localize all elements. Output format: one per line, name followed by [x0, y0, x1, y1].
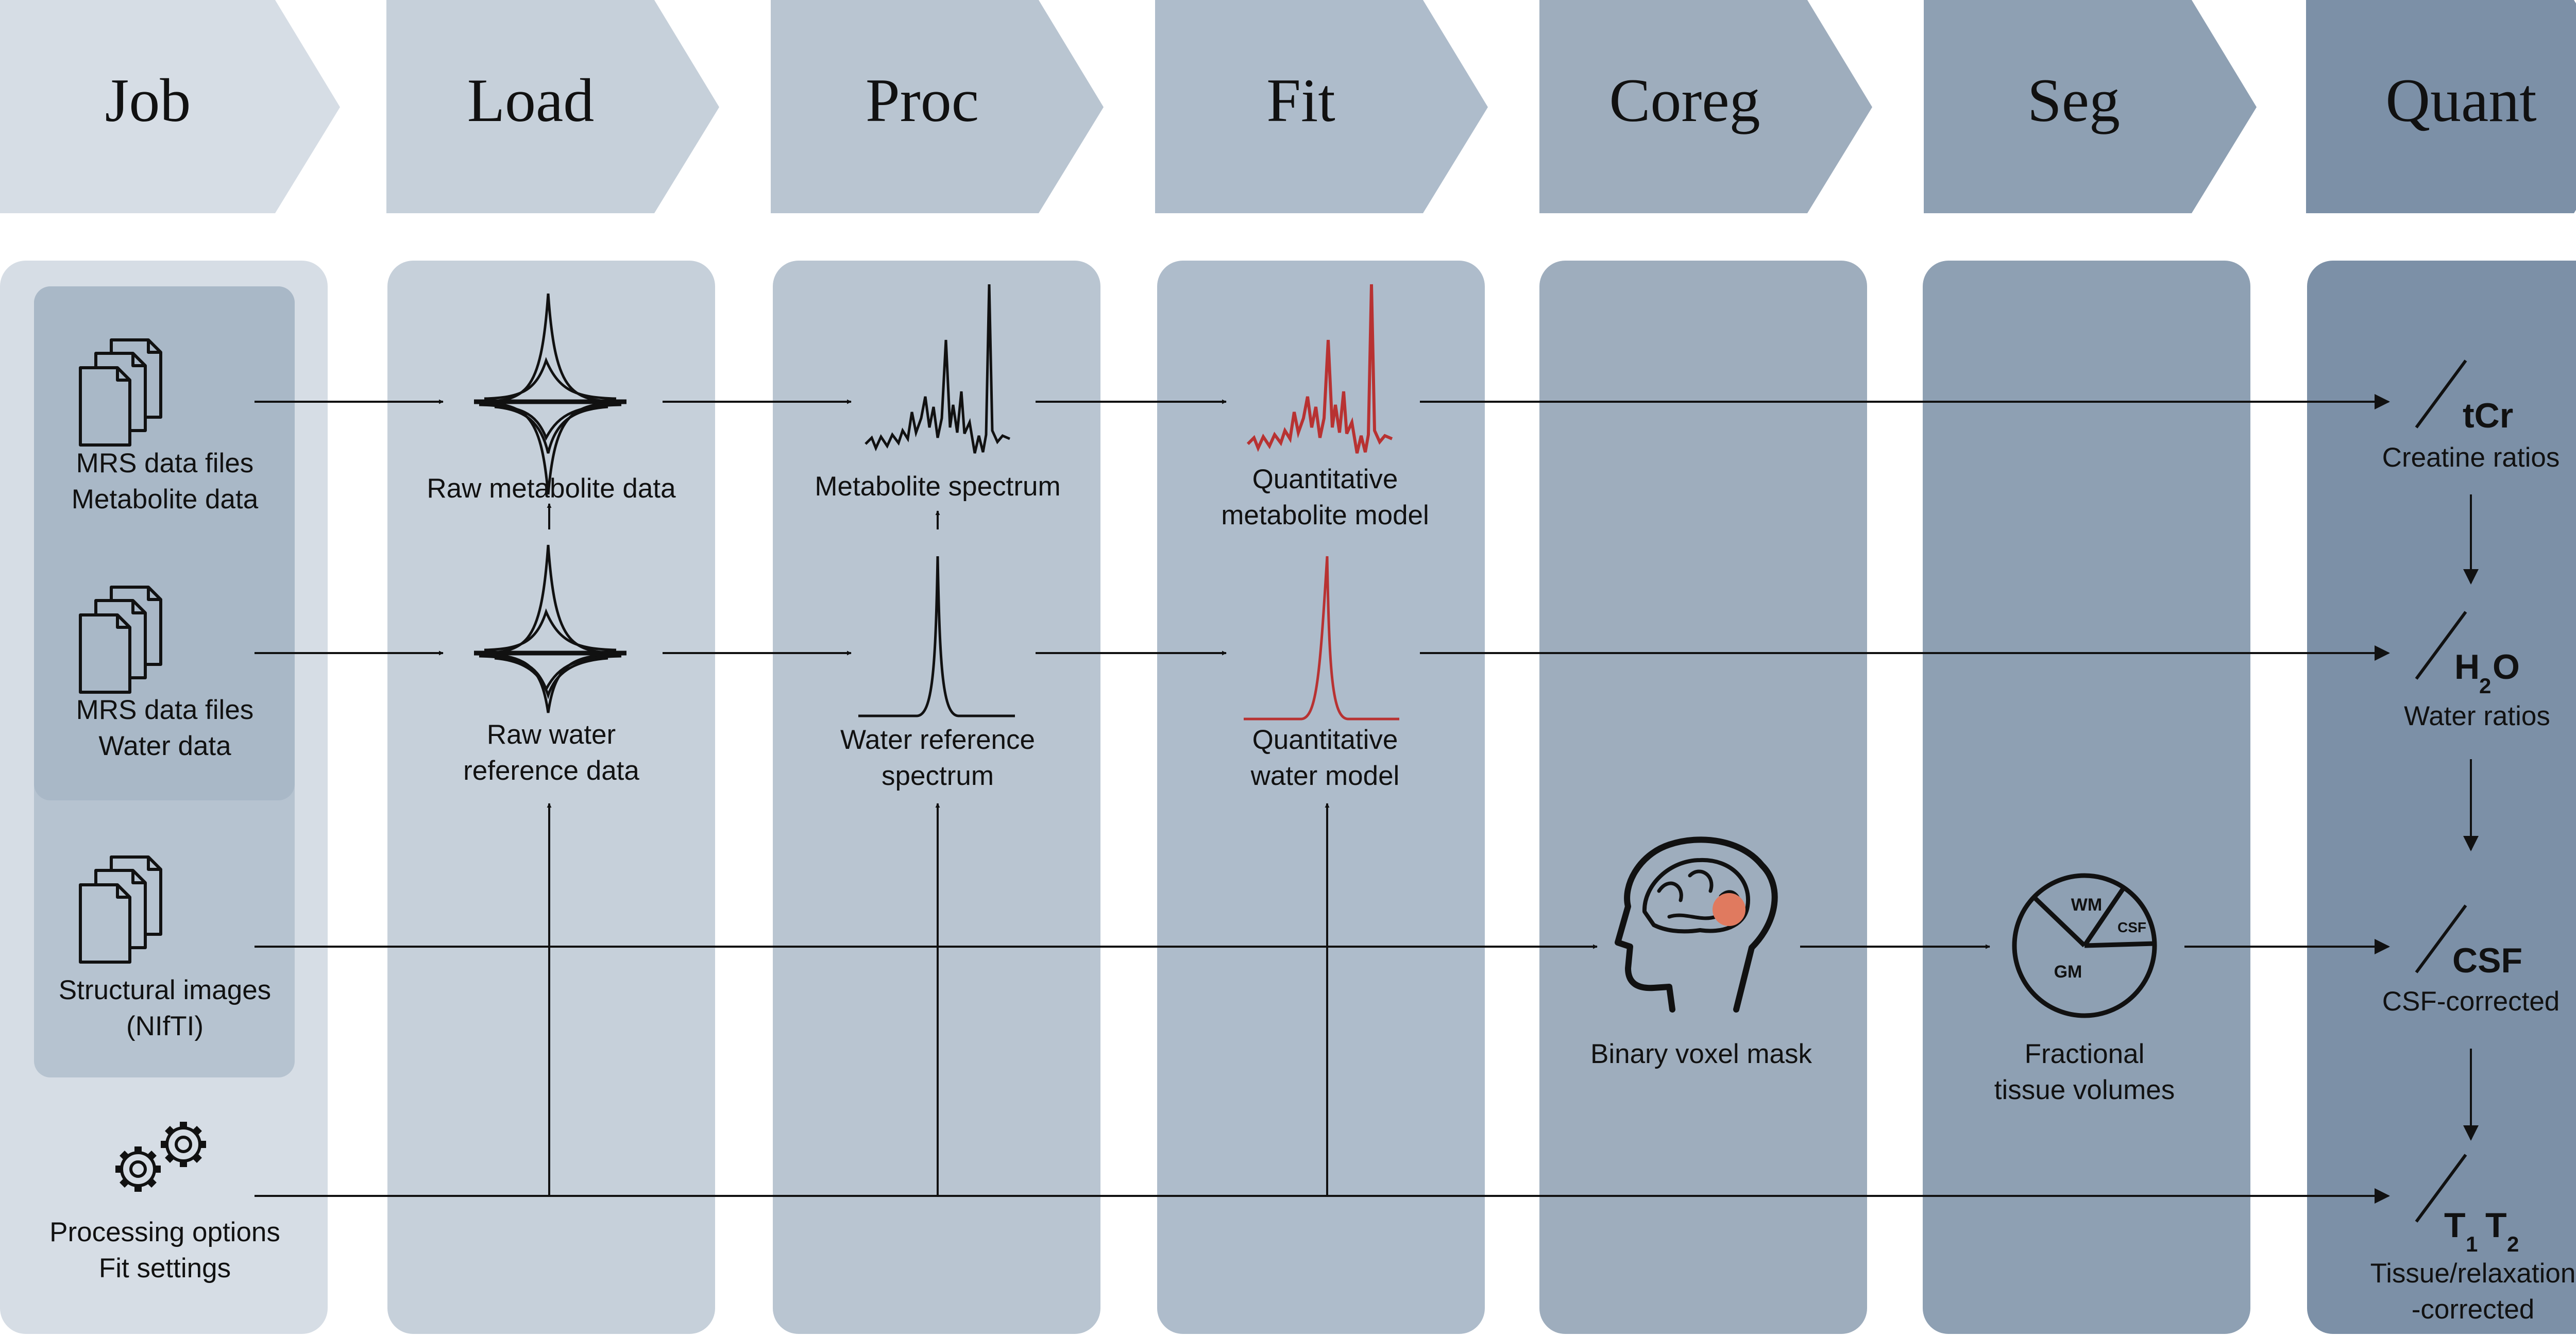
metabolite-model-label-1: Quantitative — [1252, 464, 1398, 494]
water-model-label-1: Quantitative — [1252, 725, 1398, 755]
job-water-label-2: Water data — [98, 731, 231, 761]
water-reference-label-2: spectrum — [882, 761, 994, 791]
column-seg — [1923, 261, 2250, 1334]
water-model-label-2: water model — [1250, 761, 1400, 791]
metabolite-spectrum-icon — [865, 284, 1010, 454]
column-load — [387, 261, 715, 1334]
metabolite-model-icon — [1246, 284, 1393, 454]
column-fit — [1157, 261, 1485, 1334]
creatine-ratios-label: Creatine ratios — [2382, 442, 2560, 473]
document-stack-icon — [79, 586, 162, 694]
water-reference-spectrum-icon — [858, 556, 1015, 717]
raw-water-icon — [473, 544, 627, 713]
tcr-symbol: tCr — [2463, 396, 2513, 435]
stage-title-job: Job — [105, 66, 191, 134]
pie-label-csf: CSF — [2117, 919, 2146, 935]
stage-columns — [0, 261, 2576, 1334]
tissue-volumes-label-2: tissue volumes — [1994, 1075, 2175, 1105]
stage-title-fit: Fit — [1266, 66, 1335, 134]
job-structural-label-2: (NIfTI) — [126, 1011, 204, 1041]
h2o-o: O — [2493, 647, 2520, 687]
tissue-relaxation-label-2: -corrected — [2412, 1294, 2535, 1325]
pie-label-gm: GM — [2054, 962, 2082, 982]
raw-metabolite-icon — [473, 293, 627, 495]
stage-title-quant: Quant — [2385, 66, 2536, 134]
stage-chevron-load — [386, 0, 719, 213]
t1-subscript: 1 — [2466, 1232, 2478, 1256]
head-brain-icon — [1615, 836, 1778, 1013]
quant-slashes — [2415, 359, 2467, 1223]
column-proc — [773, 261, 1100, 1334]
water-reference-label-1: Water reference — [840, 725, 1035, 755]
metabolite-spectrum-label: Metabolite spectrum — [815, 471, 1060, 502]
t1-symbol: T — [2444, 1206, 2466, 1245]
column-quant — [2307, 261, 2576, 1334]
raw-metabolite-label: Raw metabolite data — [427, 473, 676, 504]
stage-headers: Job Load Proc Fit Coreg Seg Quant — [0, 0, 2576, 213]
job-metabolite-label-1: MRS data files — [76, 448, 254, 478]
job-options-label-2: Fit settings — [99, 1253, 231, 1283]
raw-water-label-2: reference data — [463, 756, 639, 786]
t2-subscript: 2 — [2507, 1232, 2519, 1256]
metabolite-model-label-2: metabolite model — [1221, 500, 1429, 530]
document-stack-icon — [79, 338, 162, 447]
water-ratios-label: Water ratios — [2404, 701, 2550, 731]
document-stack-icon — [79, 855, 162, 964]
stage-chevron-fit — [1155, 0, 1488, 213]
job-structural-label-1: Structural images — [59, 975, 271, 1005]
stage-title-load: Load — [467, 66, 595, 134]
stage-title-seg: Seg — [2027, 66, 2120, 134]
gears-icon — [115, 1122, 206, 1192]
job-options-label-1: Processing options — [49, 1217, 280, 1247]
stage-title-proc: Proc — [866, 66, 979, 134]
csf-corrected-label: CSF-corrected — [2382, 986, 2560, 1017]
stage-chevron-job — [0, 0, 340, 213]
csf-symbol: CSF — [2452, 941, 2522, 980]
h2o-h: H — [2454, 647, 2480, 687]
job-metabolite-label-2: Metabolite data — [72, 484, 259, 515]
raw-water-label-1: Raw water — [487, 720, 616, 750]
binary-voxel-mask-label: Binary voxel mask — [1590, 1039, 1812, 1069]
h2o-subscript: 2 — [2479, 674, 2491, 698]
stage-chevron-proc — [771, 0, 1104, 213]
tissue-pie-icon: WM CSF GM — [2012, 873, 2157, 1018]
stage-chevron-seg — [1924, 0, 2257, 213]
t2-symbol: T — [2485, 1206, 2507, 1245]
stage-chevron-quant — [2306, 0, 2576, 213]
job-water-label-1: MRS data files — [76, 695, 254, 725]
pie-label-wm: WM — [2071, 895, 2102, 915]
tissue-volumes-label-1: Fractional — [2025, 1039, 2145, 1069]
tissue-relaxation-label-1: Tissue/relaxation — [2370, 1258, 2576, 1289]
column-coreg — [1539, 261, 1867, 1334]
water-model-icon — [1244, 556, 1399, 721]
flow-arrows — [255, 394, 2479, 1204]
stage-chevron-coreg — [1539, 0, 1872, 213]
stage-title-coreg: Coreg — [1609, 66, 1760, 134]
